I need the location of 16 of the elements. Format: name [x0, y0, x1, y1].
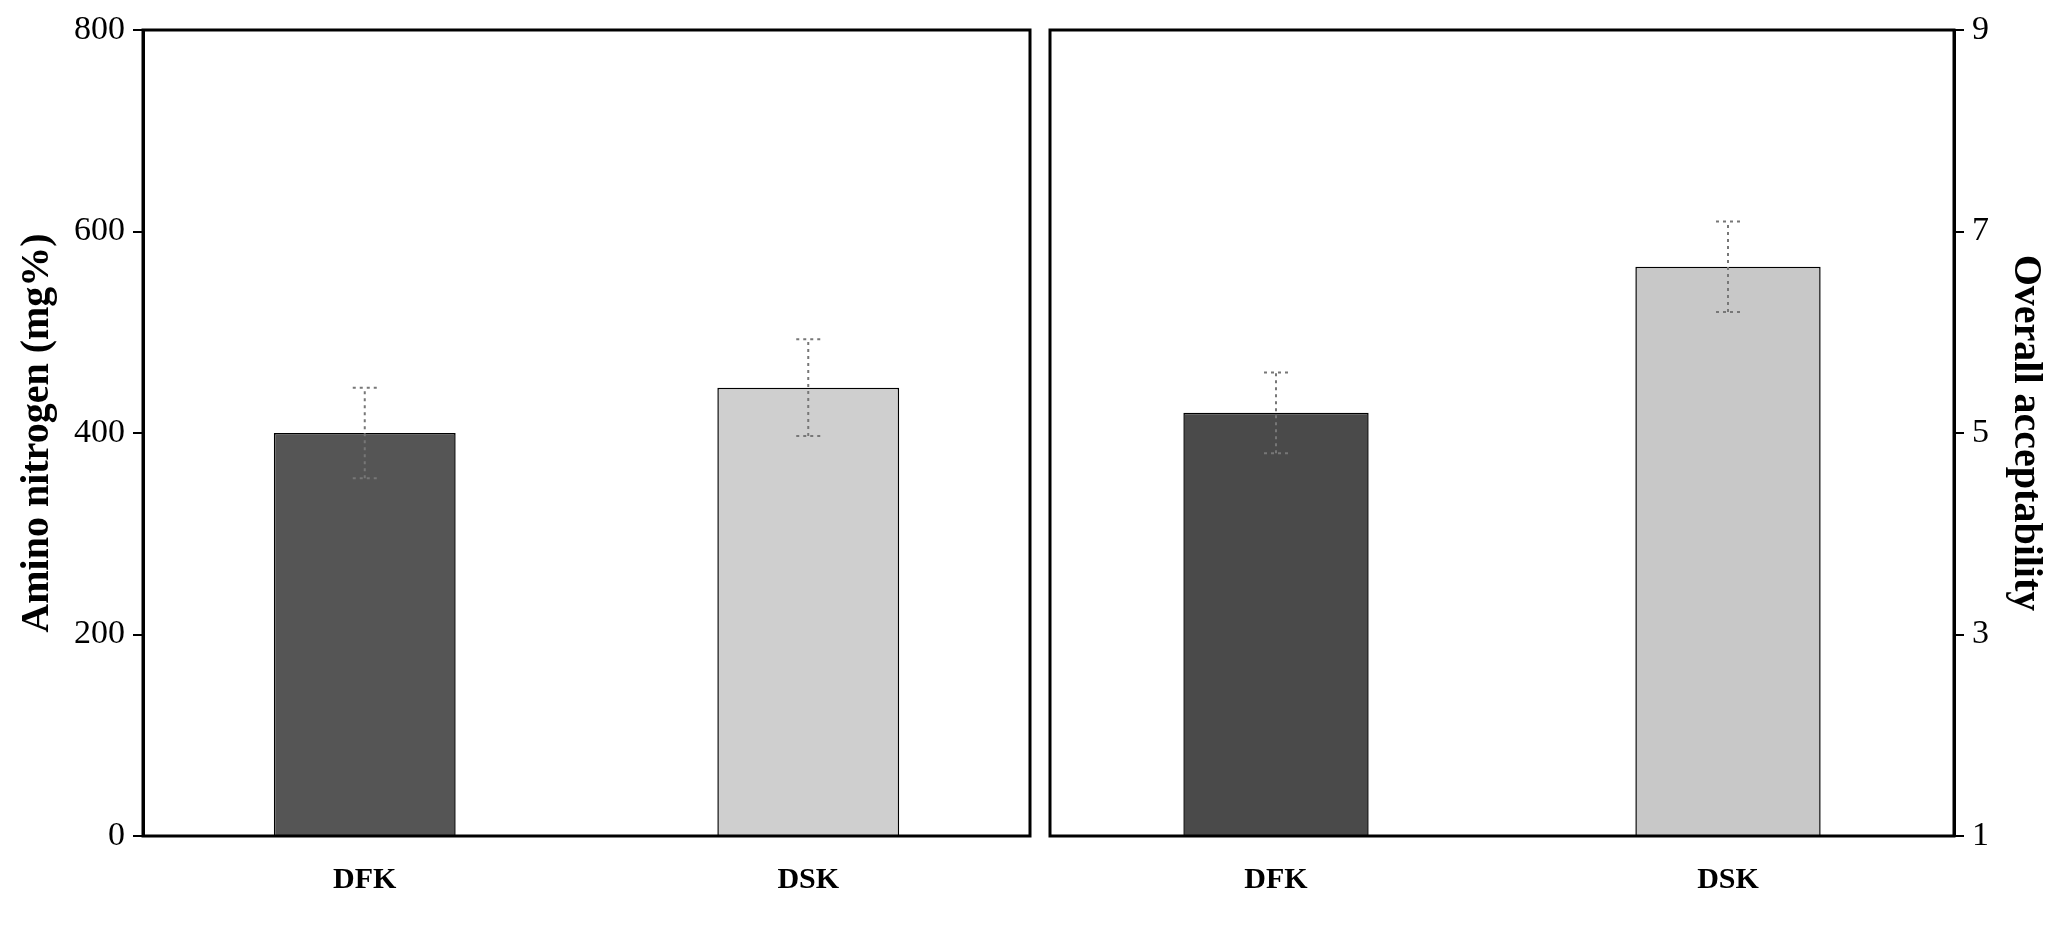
- y2-tick-label: 1: [1972, 814, 1989, 852]
- y-tick-label: 400: [74, 411, 125, 449]
- y2-tick-label: 5: [1972, 411, 1989, 449]
- y2-axis-title: Overall acceptability: [2005, 254, 2051, 612]
- x-tick-label: DSK: [777, 860, 840, 894]
- y2-tick-label: 3: [1972, 613, 1989, 651]
- y2-tick-label: 9: [1972, 8, 1989, 46]
- y-axis-title: Amino nitrogen (mg%): [12, 233, 58, 633]
- x-tick-label: DSK: [1697, 860, 1760, 894]
- y-tick-label: 200: [74, 613, 125, 651]
- y-tick-label: 0: [108, 814, 125, 852]
- x-tick-label: DFK: [1244, 860, 1309, 894]
- y-tick-label: 600: [74, 210, 125, 248]
- y2-tick-label: 7: [1972, 210, 1989, 248]
- y-tick-label: 800: [74, 8, 125, 46]
- x-tick-label: DFK: [333, 860, 398, 894]
